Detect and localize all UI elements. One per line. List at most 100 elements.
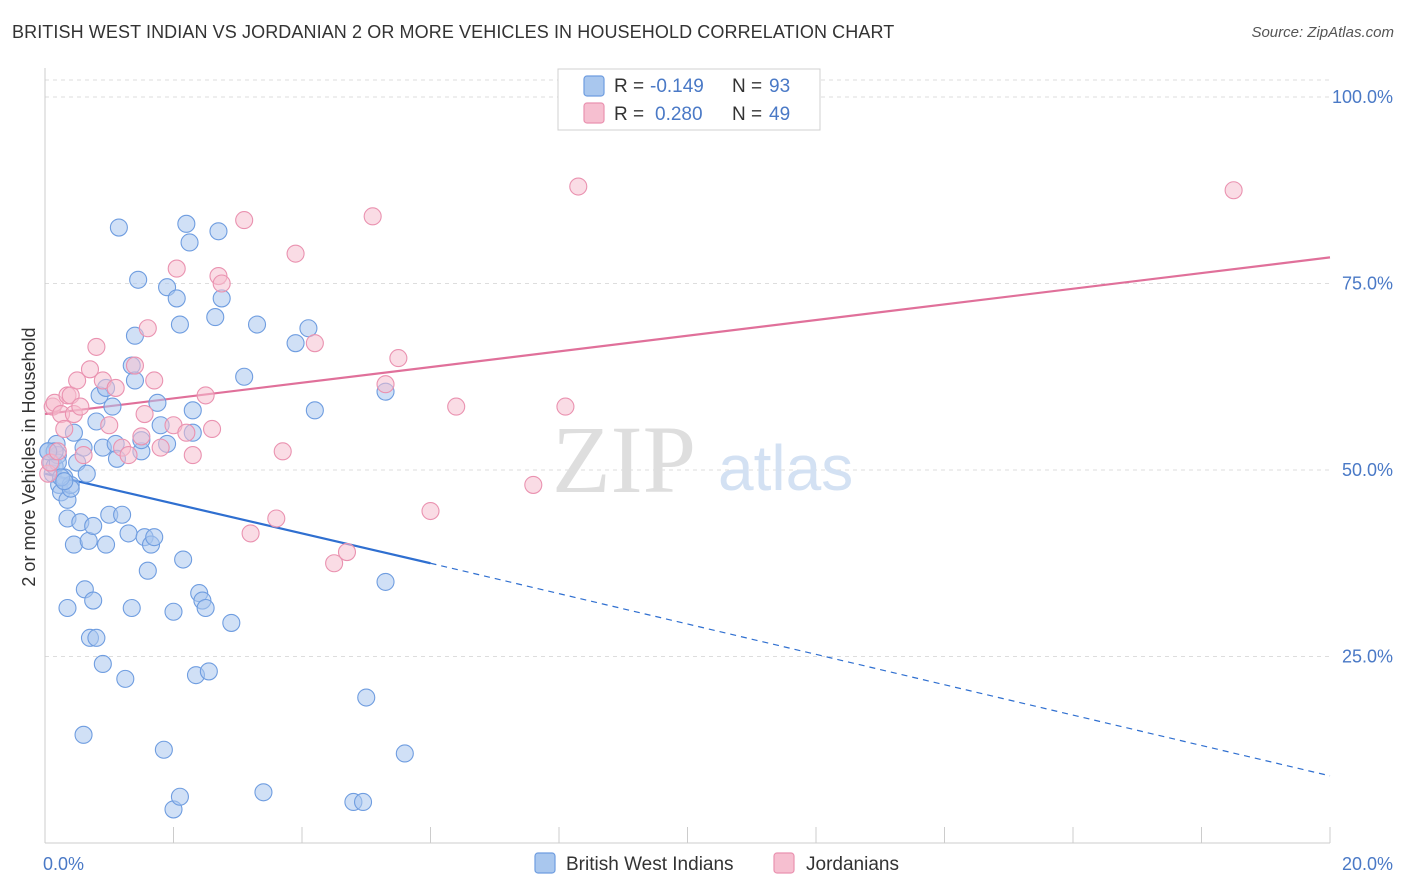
point-jordanian: [203, 419, 222, 439]
point-british-west-indian: [395, 744, 414, 763]
point-jordanian: [48, 442, 67, 461]
point-british-west-indian: [180, 233, 199, 252]
point-british-west-indian: [122, 598, 141, 618]
point-british-west-indian: [183, 401, 202, 420]
point-jordanian: [100, 416, 119, 435]
point-british-west-indian: [154, 740, 173, 759]
point-british-west-indian: [84, 516, 103, 536]
y-axis-label: 2 or more Vehicles in Household: [19, 327, 39, 586]
legend-r-value-1: -0.149: [650, 76, 704, 97]
point-british-west-indian: [196, 598, 215, 618]
point-jordanian: [183, 446, 202, 465]
point-jordanian: [106, 378, 125, 397]
point-jordanian: [569, 177, 588, 196]
point-jordanian: [212, 274, 231, 293]
point-british-west-indian: [77, 464, 96, 483]
legend-n-label-1: N =: [732, 76, 762, 97]
y-tick-label: 75.0%: [1342, 274, 1393, 294]
point-jordanian: [1224, 181, 1243, 200]
watermark-atlas: atlas: [718, 432, 853, 504]
point-british-west-indian: [170, 787, 189, 806]
point-british-west-indian: [199, 662, 218, 681]
point-british-west-indian: [84, 591, 103, 610]
legend-n-label-2: N =: [732, 104, 762, 125]
point-british-west-indian: [222, 613, 241, 632]
point-jordanian: [80, 360, 100, 379]
point-british-west-indian: [164, 602, 183, 621]
point-british-west-indian: [174, 550, 193, 569]
legend-r-label-1: R =: [614, 76, 644, 97]
point-british-west-indian: [145, 528, 164, 547]
source-label: Source: ZipAtlas.com: [1251, 24, 1394, 41]
grid-lines: [45, 79, 1330, 657]
point-british-west-indian: [116, 669, 135, 688]
point-jordanian: [132, 427, 151, 446]
point-jordanian: [167, 259, 186, 278]
point-jordanian: [325, 554, 344, 573]
trend-line-british-west-indians: [44, 472, 431, 565]
point-jordanian: [337, 543, 357, 562]
point-jordanian: [151, 438, 170, 457]
point-jordanian: [177, 423, 196, 442]
x-tick-labels: 0.0% 20.0%: [43, 854, 1393, 874]
data-points: [39, 177, 1243, 819]
legend-n-value-2: 49: [769, 104, 790, 125]
point-jordanian: [389, 349, 408, 368]
point-british-west-indian: [87, 628, 106, 647]
point-british-west-indian: [305, 401, 324, 420]
point-british-west-indian: [119, 524, 138, 543]
point-british-west-indian: [167, 289, 186, 308]
trend-lines: [44, 256, 1331, 777]
point-jordanian: [119, 446, 138, 465]
point-jordanian: [376, 375, 395, 394]
point-jordanian: [87, 337, 106, 356]
legend-swatch-blue: [583, 75, 605, 97]
legend-r-label-2: R =: [614, 104, 644, 125]
point-british-west-indian: [96, 535, 116, 554]
legend-bottom-swatch-blue: [534, 852, 556, 874]
y-tick-labels: 100.0% 75.0% 50.0% 25.0%: [1332, 87, 1393, 667]
x-tick-label-max: 20.0%: [1342, 854, 1393, 874]
legend-r-value-2: 0.280: [655, 104, 703, 125]
point-jordanian: [125, 356, 144, 375]
point-british-west-indian: [138, 561, 157, 580]
point-british-west-indian: [113, 505, 132, 524]
point-british-west-indian: [357, 688, 376, 707]
legend-n-value-1: 93: [769, 76, 790, 97]
point-jordanian: [305, 334, 324, 353]
point-british-west-indian: [64, 535, 83, 554]
point-british-west-indian: [206, 308, 225, 327]
point-british-west-indian: [299, 319, 318, 338]
point-jordanian: [421, 501, 440, 521]
point-british-west-indian: [58, 598, 77, 618]
point-jordanian: [138, 319, 157, 338]
trend-line-jordanians: [44, 256, 1331, 416]
point-british-west-indian: [148, 393, 167, 412]
point-jordanian: [74, 446, 93, 465]
legend-bottom-label-pink: Jordanians: [806, 854, 899, 875]
point-british-west-indian: [209, 222, 228, 241]
point-jordanian: [273, 442, 292, 461]
legend-bottom-swatch-pink: [773, 852, 795, 874]
watermark: ZIP atlas: [552, 406, 853, 513]
point-british-west-indian: [254, 783, 273, 802]
point-jordanian: [286, 244, 305, 263]
point-jordanian: [556, 397, 575, 416]
point-british-west-indian: [79, 531, 98, 550]
chart-title: BRITISH WEST INDIAN VS JORDANIAN 2 OR MO…: [12, 22, 895, 42]
point-jordanian: [55, 419, 74, 439]
point-jordanian: [71, 397, 90, 416]
point-british-west-indian: [353, 792, 373, 812]
y-tick-label: 50.0%: [1342, 460, 1393, 480]
point-british-west-indian: [109, 218, 128, 237]
point-british-west-indian: [235, 367, 254, 386]
point-british-west-indian: [55, 472, 74, 491]
point-jordanian: [524, 475, 543, 494]
point-british-west-indian: [93, 654, 112, 674]
point-jordanian: [135, 404, 154, 424]
trend-line-extrapolated: [430, 562, 1331, 777]
point-british-west-indian: [170, 315, 189, 334]
point-british-west-indian: [103, 397, 122, 416]
legend-swatch-pink: [583, 102, 605, 124]
